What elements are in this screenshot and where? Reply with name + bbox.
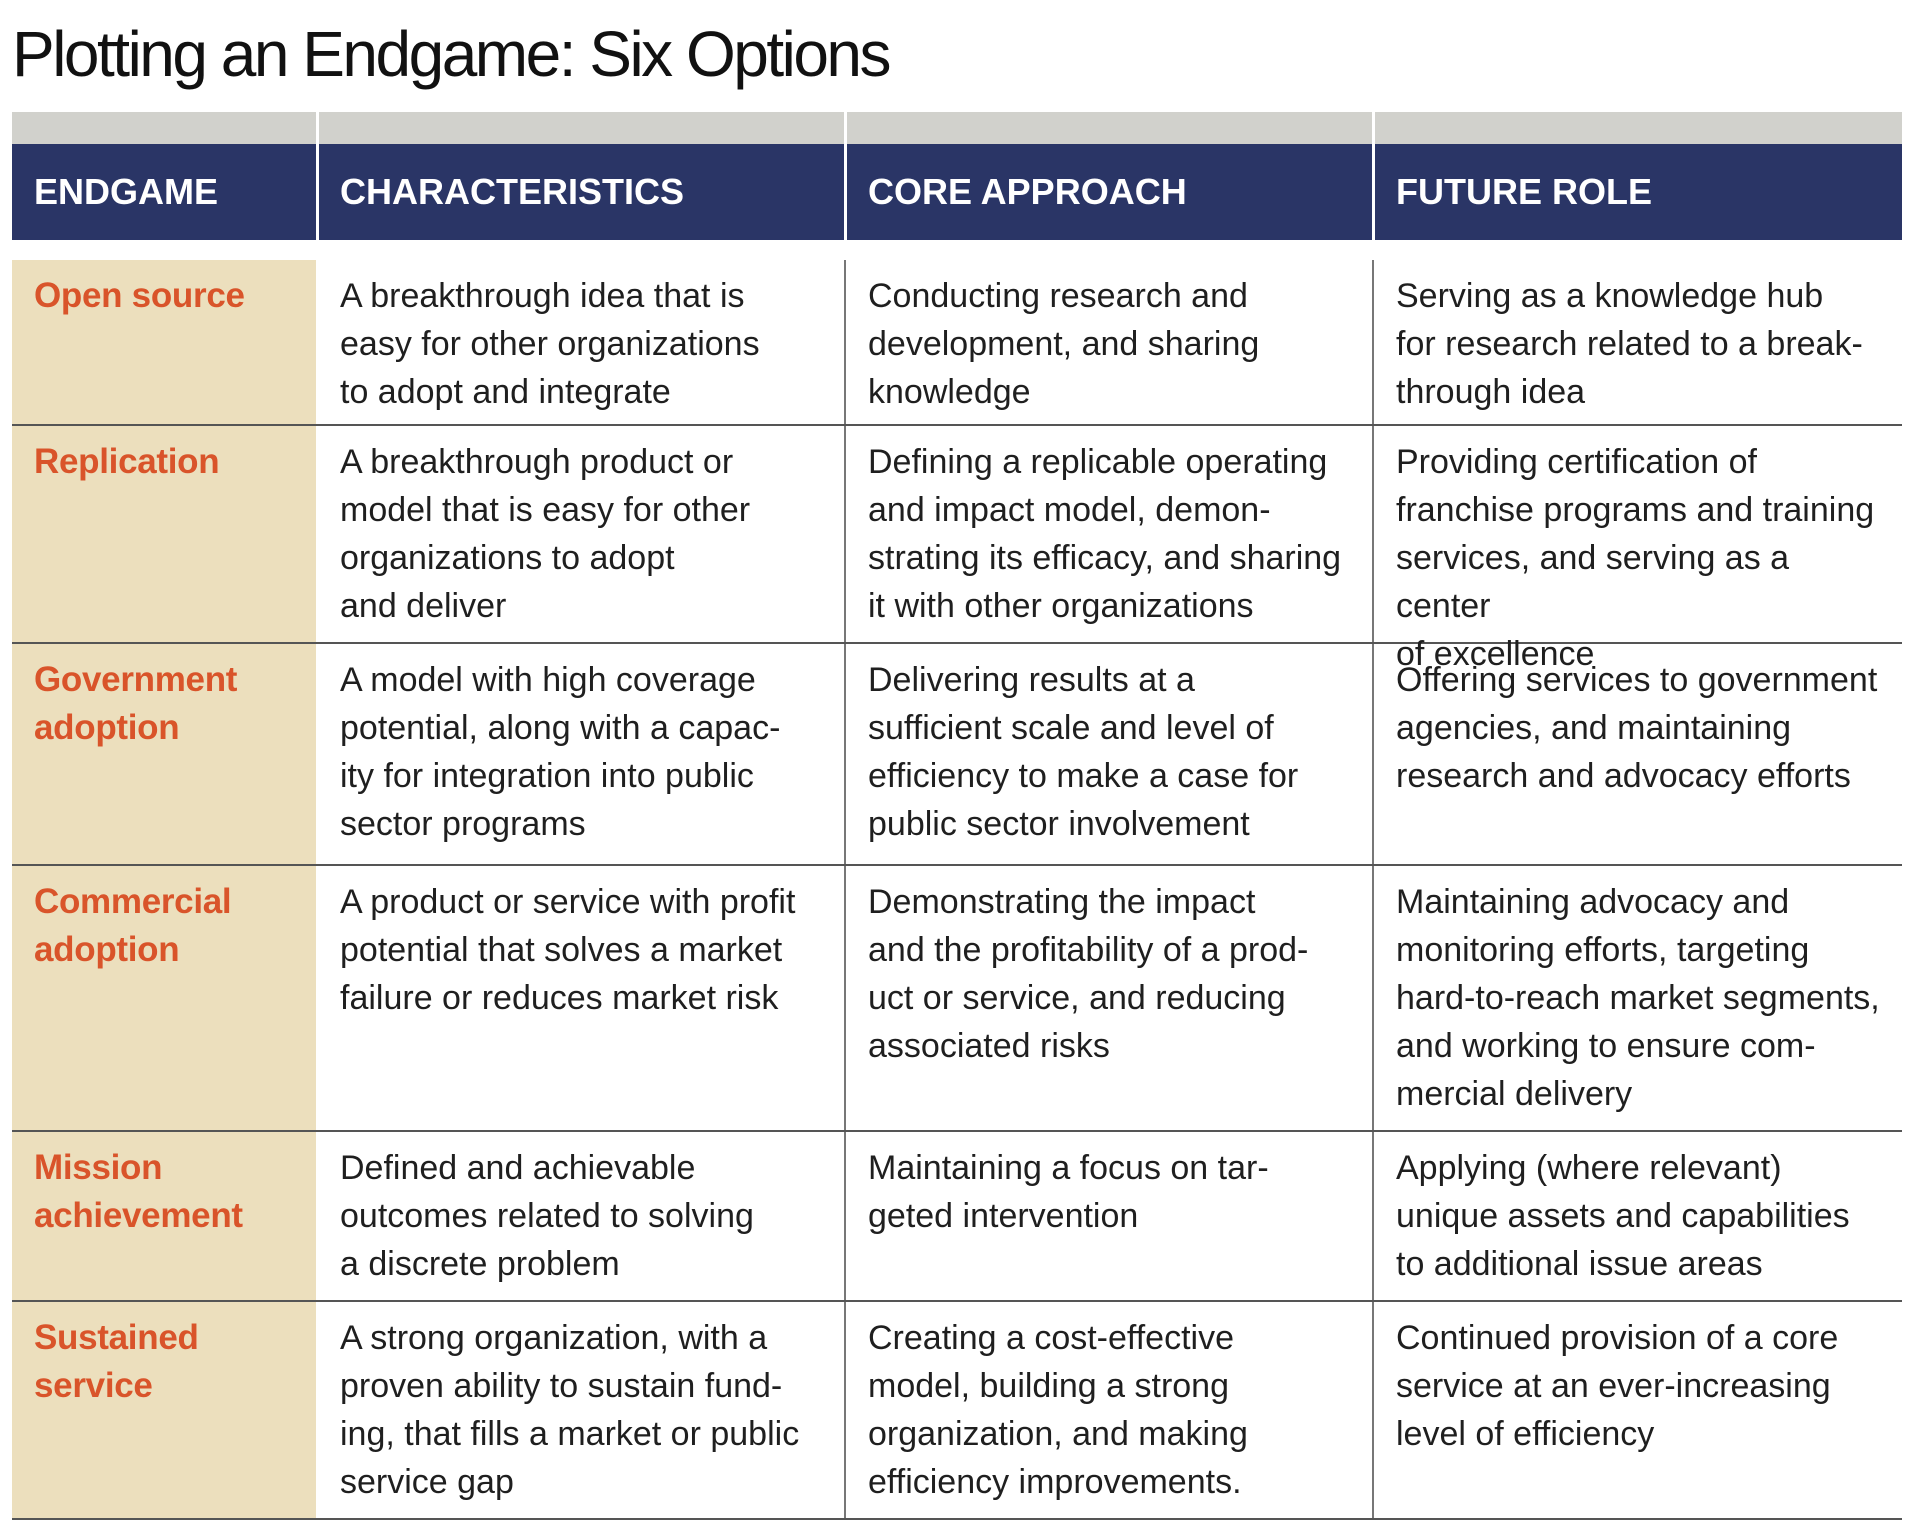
core-approach-cell: Defining a replicable operating and impa… xyxy=(844,426,1372,642)
table-row-replication: Replication A breakthrough product or mo… xyxy=(12,426,1902,673)
header-divider xyxy=(844,112,847,240)
table-header: ENDGAME CHARACTERISTICS CORE APPROACH FU… xyxy=(12,144,1902,240)
header-divider xyxy=(1372,112,1375,240)
table-row-open-source: Open source A breakthrough idea that is … xyxy=(12,260,1902,426)
header-divider xyxy=(316,112,319,240)
characteristics-cell: A breakthrough idea that is easy for oth… xyxy=(316,260,844,424)
future-role-cell: Offering services to government agencies… xyxy=(1372,644,1902,864)
table-row-sustained-service: Sustained service A strong organization,… xyxy=(12,1302,1902,1520)
characteristics-cell: A breakthrough product or model that is … xyxy=(316,426,844,642)
future-role-cell: Applying (where relevant) unique assets … xyxy=(1372,1132,1902,1300)
header-core-approach: CORE APPROACH xyxy=(868,171,1187,212)
header-endgame: ENDGAME xyxy=(34,171,219,212)
table-row-government-adoption: Government adoption A model with high co… xyxy=(12,644,1902,866)
header-top-bar xyxy=(12,112,1902,144)
header-characteristics: CHARACTERISTICS xyxy=(340,171,685,212)
endgame-cell: Commercial adoption xyxy=(12,866,316,1130)
future-role-cell: Continued provision of a core service at… xyxy=(1372,1302,1902,1518)
core-approach-cell: Maintaining a focus on tar- geted interv… xyxy=(844,1132,1372,1300)
table-row-mission-achievement: Mission achievement Defined and achievab… xyxy=(12,1132,1902,1302)
table-row-commercial-adoption: Commercial adoption A product or service… xyxy=(12,866,1902,1132)
core-approach-cell: Creating a cost-effective model, buildin… xyxy=(844,1302,1372,1518)
endgame-cell: Replication xyxy=(12,426,316,642)
page-title: Plotting an Endgame: Six Options xyxy=(12,18,892,90)
characteristics-cell: A model with high coverage potential, al… xyxy=(316,644,844,864)
table-body: Open source A breakthrough idea that is … xyxy=(12,260,1902,1520)
future-role-cell: Providing certification of franchise pro… xyxy=(1372,426,1902,673)
endgame-cell: Open source xyxy=(12,260,316,424)
characteristics-cell: A strong organization, with a proven abi… xyxy=(316,1302,844,1518)
characteristics-cell: Defined and achievable outcomes related … xyxy=(316,1132,844,1300)
endgame-cell: Government adoption xyxy=(12,644,316,864)
future-role-cell: Maintaining advocacy and monitoring effo… xyxy=(1372,866,1902,1130)
core-approach-cell: Demonstrating the impact and the profita… xyxy=(844,866,1372,1130)
endgame-cell: Mission achievement xyxy=(12,1132,316,1300)
endgame-cell: Sustained service xyxy=(12,1302,316,1518)
core-approach-cell: Delivering results at a sufficient scale… xyxy=(844,644,1372,864)
characteristics-cell: A product or service with profit potenti… xyxy=(316,866,844,1130)
header-future-role: FUTURE ROLE xyxy=(1396,171,1652,212)
future-role-cell: Serving as a knowledge hub for research … xyxy=(1372,260,1902,424)
core-approach-cell: Conducting research and development, and… xyxy=(844,260,1372,424)
